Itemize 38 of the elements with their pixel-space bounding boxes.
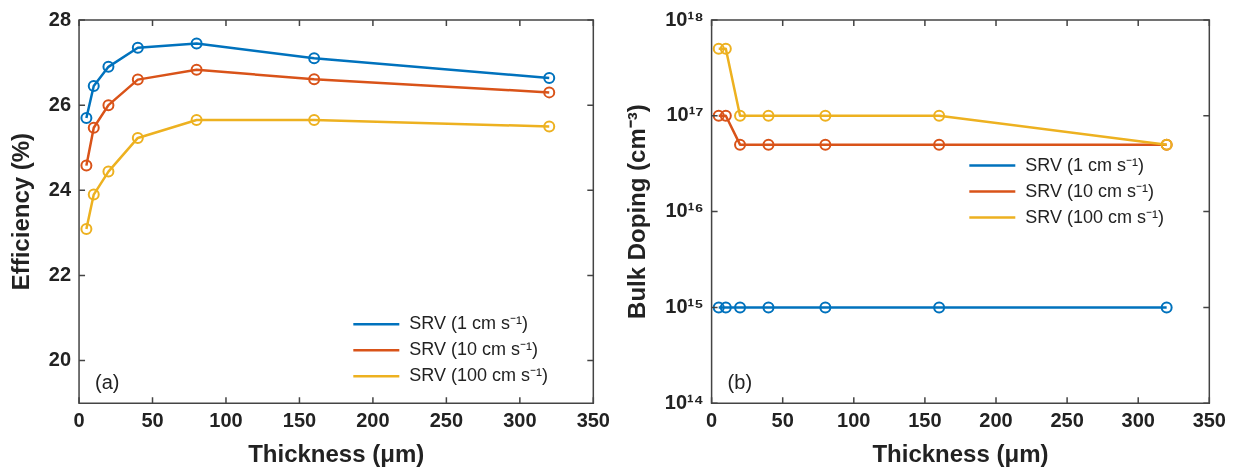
x-tick-label: 0 xyxy=(73,408,85,431)
x-tick-label: 200 xyxy=(979,408,1013,431)
x-tick-label: 150 xyxy=(282,408,317,431)
annotation: (a) xyxy=(95,370,120,393)
x-tick-label: 300 xyxy=(1121,408,1155,431)
x-tick-label: 50 xyxy=(771,408,794,431)
y-tick-label: 10¹⁵ xyxy=(665,294,704,317)
y-tick-label: 26 xyxy=(48,92,72,115)
y-axis-title: Efficiency (%) xyxy=(7,132,35,291)
x-tick-label: 250 xyxy=(429,408,464,431)
x-tick-label: 100 xyxy=(837,408,871,431)
y-tick-label: 28 xyxy=(48,7,72,30)
x-tick-label: 0 xyxy=(706,408,718,431)
y-tick-label: 10¹⁶ xyxy=(665,199,704,222)
y-tick-label: 10¹⁷ xyxy=(666,103,704,126)
x-tick-label: 150 xyxy=(908,408,942,431)
y-tick-label: 20 xyxy=(48,348,72,371)
y-tick-label: 22 xyxy=(48,262,72,285)
x-axis-title: Thickness (μm) xyxy=(872,440,1049,468)
legend-label: SRV (10 cm s⁻¹) xyxy=(1025,180,1154,201)
y-tick-label: 10¹⁸ xyxy=(665,7,704,30)
legend-label: SRV (10 cm s⁻¹) xyxy=(409,339,538,360)
legend-label: SRV (1 cm s⁻¹) xyxy=(1025,154,1144,175)
y-tick-label: 10¹⁴ xyxy=(664,390,704,413)
x-tick-label: 350 xyxy=(1192,408,1226,431)
x-tick-label: 200 xyxy=(356,408,390,431)
legend-label: SRV (100 cm s⁻¹) xyxy=(1025,206,1165,227)
x-tick-label: 350 xyxy=(576,408,610,431)
y-axis-title: Bulk Doping (cm⁻³) xyxy=(623,104,651,319)
x-tick-label: 50 xyxy=(141,408,164,431)
legend-label: SRV (1 cm s⁻¹) xyxy=(409,313,528,334)
x-axis-title: Thickness (μm) xyxy=(248,440,425,468)
annotation: (b) xyxy=(727,370,753,393)
legend-label: SRV (100 cm s⁻¹) xyxy=(409,365,549,386)
x-tick-label: 300 xyxy=(503,408,537,431)
y-tick-label: 24 xyxy=(48,177,72,200)
x-tick-label: 250 xyxy=(1050,408,1084,431)
x-tick-label: 100 xyxy=(209,408,243,431)
